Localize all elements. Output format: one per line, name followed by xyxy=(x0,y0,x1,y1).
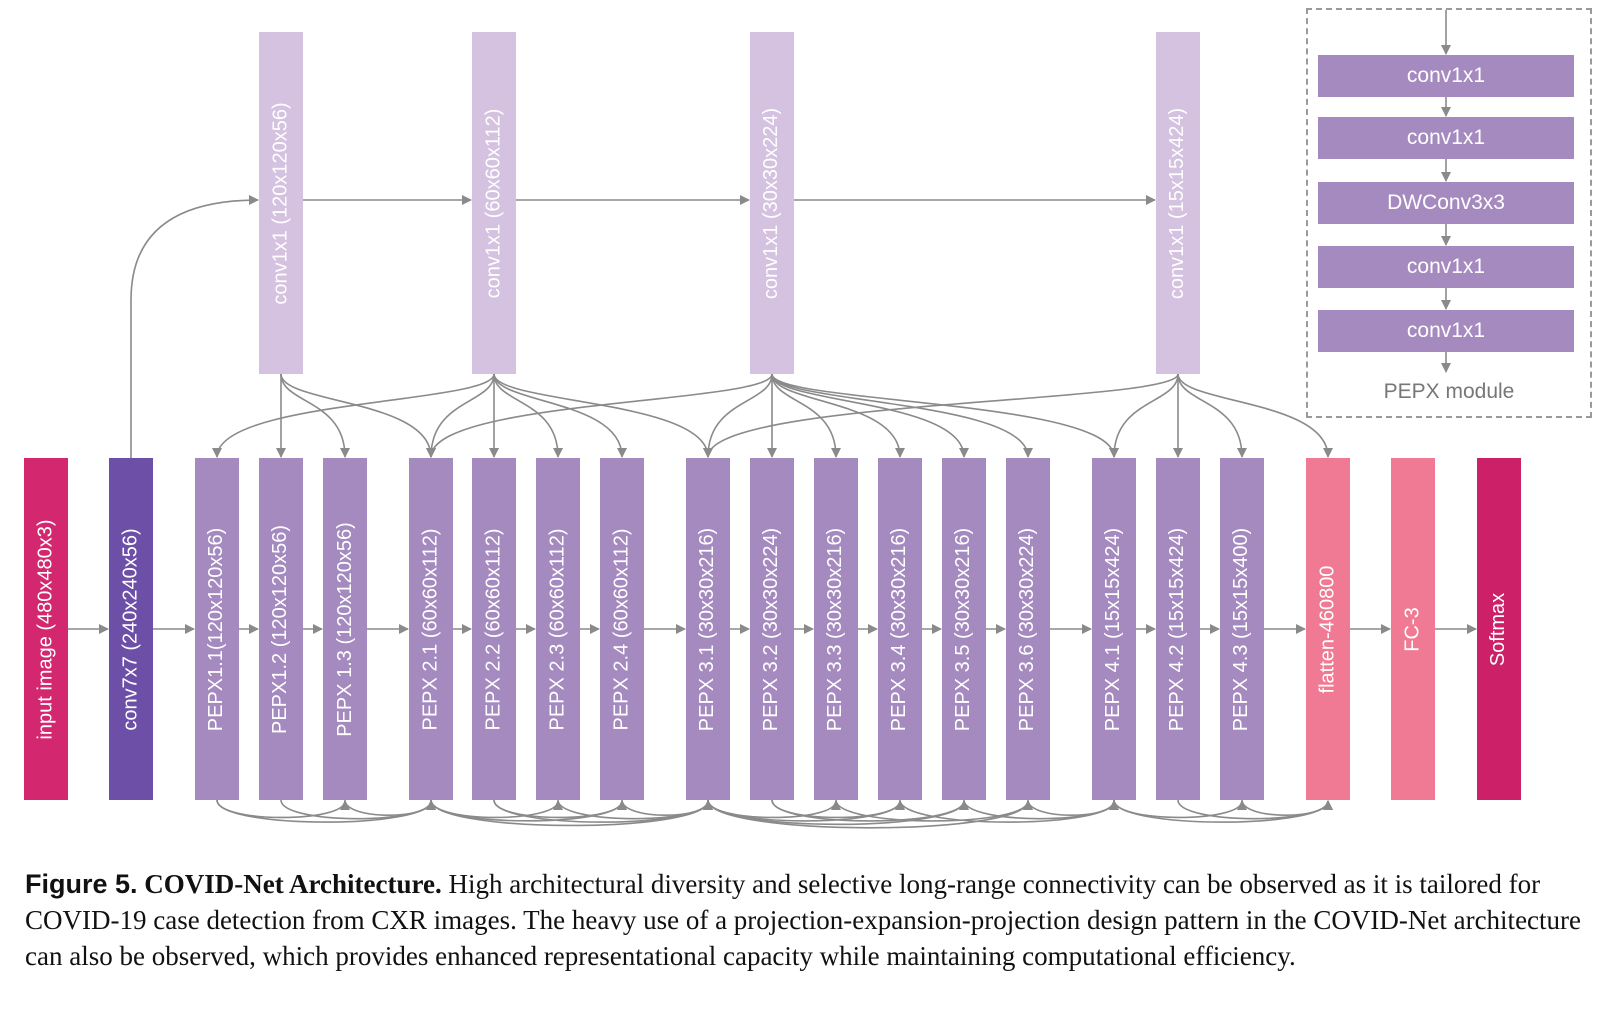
projection-label: conv1x1 (15x15x424) xyxy=(1166,107,1189,299)
arrow-proj-fan xyxy=(771,373,969,458)
arrow-skip xyxy=(899,799,1119,823)
block-flatten: flatten-460800 xyxy=(1306,458,1350,800)
projection-c1: conv1x1 (120x120x56) xyxy=(259,32,303,374)
block-p11: PEPX1.1(120x120x56) xyxy=(195,458,239,800)
block-label: Softmax xyxy=(1487,592,1510,666)
block-label: PEPX 3.4 (30x30x216) xyxy=(888,527,911,731)
architecture-diagram: conv1x1 conv1x1 DWConv3x3 conv1x1 conv1x… xyxy=(24,8,1592,829)
projection-label: conv1x1 (60x60x112) xyxy=(482,108,505,298)
arrow-skip xyxy=(216,799,350,819)
block-p22: PEPX 2.2 (60x60x112) xyxy=(472,458,516,800)
arrow-skip xyxy=(430,799,563,819)
block-p24: PEPX 2.4 (60x60x112) xyxy=(600,458,644,800)
projection-c3: conv1x1 (30x30x224) xyxy=(750,32,794,374)
arrow-proj-fan xyxy=(493,373,713,458)
block-fc: FC-3 xyxy=(1391,458,1435,800)
arrow-conv-to-proj xyxy=(130,195,259,458)
figure-caption: Figure 5. COVID-Net Architecture. High a… xyxy=(25,866,1597,974)
block-label: PEPX 2.4 (60x60x112) xyxy=(610,528,633,730)
arrow-skip xyxy=(1113,799,1247,819)
block-label: conv7x7 (240x240x56) xyxy=(119,527,142,731)
arrow-skip xyxy=(707,799,841,819)
arrow-proj-fan xyxy=(493,373,563,458)
block-p23: PEPX 2.3 (60x60x112) xyxy=(536,458,580,800)
block-label: PEPX 2.2 (60x60x112) xyxy=(482,528,505,730)
arrow-proj-fan xyxy=(493,373,627,458)
arrow-proj-fan xyxy=(280,373,350,458)
figure-number: Figure 5. xyxy=(25,869,138,899)
arrow-proj-fan xyxy=(426,373,495,458)
pepx-layer-2: conv1x1 xyxy=(1318,117,1574,159)
block-p13: PEPX 1.3 (120x120x56) xyxy=(323,458,367,800)
block-p31: PEPX 3.1 (30x30x216) xyxy=(686,458,730,800)
arrow-skip xyxy=(707,799,905,822)
block-p35: PEPX 3.5 (30x30x216) xyxy=(942,458,986,800)
arrow-proj-fan xyxy=(1109,373,1179,458)
block-label: PEPX 1.3 (120x120x56) xyxy=(333,521,356,737)
projection-c2: conv1x1 (60x60x112) xyxy=(472,32,516,374)
block-label: PEPX 4.2 (15x15x424) xyxy=(1166,527,1189,731)
pepx-layer-3: DWConv3x3 xyxy=(1318,182,1574,224)
pepx-layer-5: conv1x1 xyxy=(1318,310,1574,352)
arrow-proj-fan xyxy=(771,373,905,458)
arrow-skip xyxy=(771,799,969,822)
pepx-module-title: PEPX module xyxy=(1383,380,1515,403)
figure-title: COVID-Net Architecture. xyxy=(144,869,442,899)
block-p21: PEPX 2.1 (60x60x112) xyxy=(409,458,453,800)
block-label: PEPX 4.1 (15x15x424) xyxy=(1102,527,1125,731)
block-conv7: conv7x7 (240x240x56) xyxy=(109,458,153,800)
pepx-layer-4: conv1x1 xyxy=(1318,246,1574,288)
arrow-proj-fan xyxy=(703,373,773,458)
block-p32: PEPX 3.2 (30x30x224) xyxy=(750,458,794,800)
arrow-proj-fan xyxy=(771,373,841,458)
projection-c4: conv1x1 (15x15x424) xyxy=(1156,32,1200,374)
block-label: input image (480x480x3) xyxy=(34,518,57,740)
arrow-proj-fan xyxy=(212,373,495,458)
block-label: PEPX1.1(120x120x56) xyxy=(205,527,228,731)
pepx-layer-1: conv1x1 xyxy=(1318,55,1574,97)
arrow-skip xyxy=(493,799,713,823)
arrow-skip xyxy=(1027,799,1119,817)
caption-text: High architectural diversity and selecti… xyxy=(25,869,1582,971)
block-label: PEPX 3.2 (30x30x224) xyxy=(760,527,783,731)
block-label: PEPX 3.5 (30x30x216) xyxy=(952,527,975,731)
block-label: PEPX 3.3 (30x30x216) xyxy=(824,527,847,731)
arrow-skip xyxy=(216,799,436,823)
arrow-proj-fan xyxy=(1177,373,1247,458)
arrow-skip xyxy=(344,799,436,817)
block-label: PEPX 3.6 (30x30x224) xyxy=(1016,527,1039,731)
block-p34: PEPX 3.4 (30x30x216) xyxy=(878,458,922,800)
arrow-proj-fan xyxy=(280,373,436,458)
arrow-skip xyxy=(963,799,1119,820)
block-label: PEPX 3.1 (30x30x216) xyxy=(696,527,719,731)
block-label: PEPX 2.1 (60x60x112) xyxy=(419,528,442,730)
block-p33: PEPX 3.3 (30x30x216) xyxy=(814,458,858,800)
block-p43: PEPX 4.3 (15x15x400) xyxy=(1220,458,1264,800)
block-label: PEPX 2.3 (60x60x112) xyxy=(546,528,569,730)
block-label: PEPX1.2 (120x120x56) xyxy=(269,524,292,734)
arrow-proj-fan xyxy=(771,373,1119,458)
projection-label: conv1x1 (30x30x224) xyxy=(760,107,783,299)
block-p12: PEPX1.2 (120x120x56) xyxy=(259,458,303,800)
block-p41: PEPX 4.1 (15x15x424) xyxy=(1092,458,1136,800)
projection-label: conv1x1 (120x120x56) xyxy=(269,101,292,305)
pepx-module-box xyxy=(1306,8,1592,418)
block-label: FC-3 xyxy=(1401,606,1424,652)
block-p36: PEPX 3.6 (30x30x224) xyxy=(1006,458,1050,800)
block-p42: PEPX 4.2 (15x15x424) xyxy=(1156,458,1200,800)
block-input: input image (480x480x3) xyxy=(24,458,68,800)
block-label: flatten-460800 xyxy=(1316,565,1339,693)
arrow-skip xyxy=(430,799,627,822)
block-softmax: Softmax xyxy=(1477,458,1521,800)
connection-arrows xyxy=(68,10,1477,829)
arrow-proj-fan xyxy=(426,373,773,458)
block-label: PEPX 4.3 (15x15x400) xyxy=(1230,527,1253,731)
arrow-skip xyxy=(1241,799,1333,817)
arrow-proj-fan xyxy=(771,373,1033,458)
arrow-skip xyxy=(1113,799,1333,823)
arrow-proj-fan xyxy=(1177,373,1333,458)
